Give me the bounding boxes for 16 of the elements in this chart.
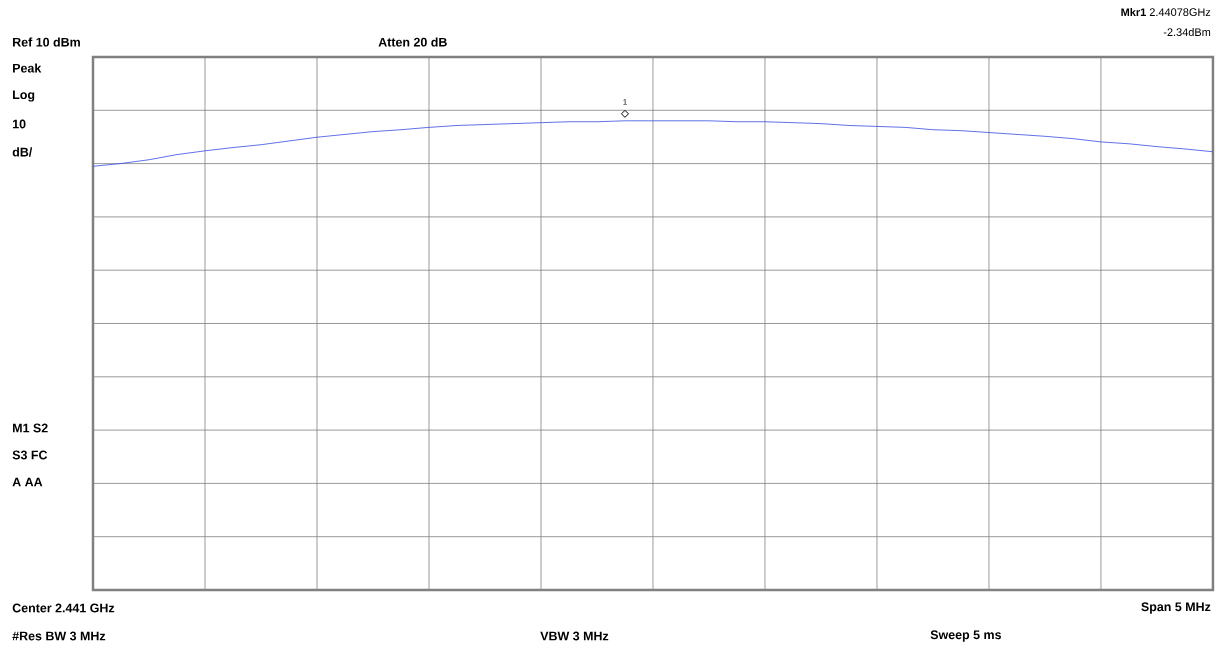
text: S3 FC [12, 450, 48, 460]
text: dB/ [12, 147, 33, 157]
text: M1 S2 [13, 423, 48, 433]
text: A AA [12, 477, 43, 487]
text: Center 2.441 GHz [12, 603, 115, 613]
text: Sweep 5 ms [930, 630, 1001, 642]
text: Ref 10 dBm [13, 37, 80, 47]
text: -2.34dBm [1163, 27, 1211, 37]
text: VBW 3 MHz [540, 631, 609, 641]
text: Mkr1 2.44078GHz [1121, 7, 1211, 17]
text: Atten 20 dB [378, 37, 447, 47]
text: Peak [13, 63, 42, 73]
text: #Res BW 3 MHz [12, 631, 106, 641]
text: 10 [12, 119, 26, 129]
text: Span 5 MHz [1141, 602, 1211, 614]
text: Log [13, 90, 35, 102]
